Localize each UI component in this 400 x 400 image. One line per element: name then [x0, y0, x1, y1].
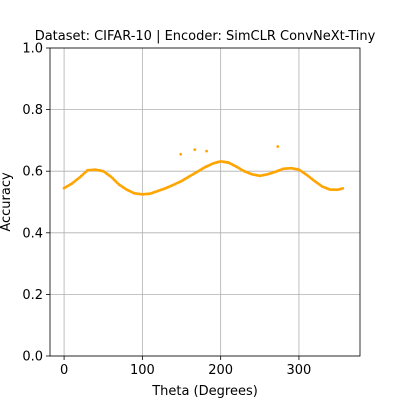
x-tick-label: 0 — [60, 363, 68, 378]
scatter-point — [341, 186, 345, 190]
outlier-point — [276, 145, 280, 148]
y-axis-label: Accuracy — [0, 172, 14, 232]
points-layer — [62, 145, 345, 196]
x-axis-label: Theta (Degrees) — [151, 384, 258, 399]
outlier-point — [193, 148, 197, 152]
y-tick-label: 0.4 — [22, 226, 43, 241]
x-tick-label: 200 — [208, 363, 233, 378]
y-tick-label: 0.2 — [22, 288, 43, 303]
outlier-point — [205, 149, 208, 153]
y-tick-label: 0.8 — [22, 103, 43, 118]
y-tick-label: 1.0 — [22, 42, 43, 57]
ticks-layer: 0 100 200 300 0.0 0.2 0.4 0.6 0.8 1.0 — [22, 42, 311, 379]
y-tick-label: 0.6 — [22, 165, 43, 180]
x-tick-label: 100 — [130, 363, 155, 378]
x-tick-label: 300 — [287, 363, 312, 378]
outlier-point — [179, 152, 183, 156]
chart-title: Dataset: CIFAR-10 | Encoder: SimCLR Conv… — [35, 29, 376, 44]
plot-frame — [49, 47, 361, 357]
y-tick-label: 0.0 — [22, 350, 43, 365]
